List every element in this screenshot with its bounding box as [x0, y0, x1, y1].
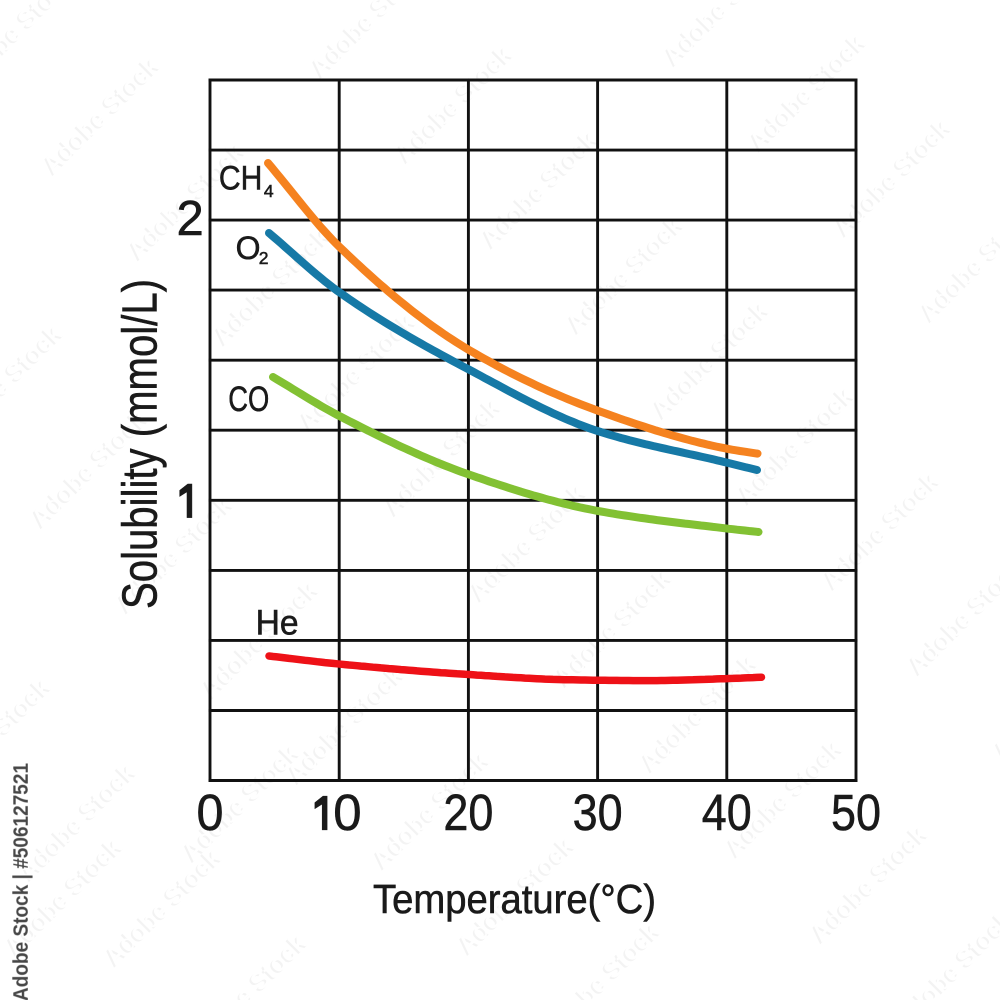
svg-text:Adobe Stock | #506127521: Adobe Stock | #506127521: [10, 763, 33, 1000]
svg-text:0: 0: [333, 784, 361, 841]
svg-text:50: 50: [831, 784, 881, 841]
svg-text:20: 20: [443, 784, 493, 841]
svg-text:He: He: [256, 604, 299, 643]
svg-text:0: 0: [197, 784, 224, 841]
svg-text:CO: CO: [228, 380, 269, 419]
svg-text:40: 40: [702, 784, 752, 841]
svg-text:30: 30: [573, 784, 623, 841]
svg-text:2: 2: [177, 192, 204, 246]
svg-text:Solubility (mmol/L): Solubility (mmol/L): [114, 279, 168, 609]
svg-text:Temperature(°C): Temperature(°C): [373, 876, 656, 922]
svg-text:CH4: CH4: [219, 160, 274, 201]
